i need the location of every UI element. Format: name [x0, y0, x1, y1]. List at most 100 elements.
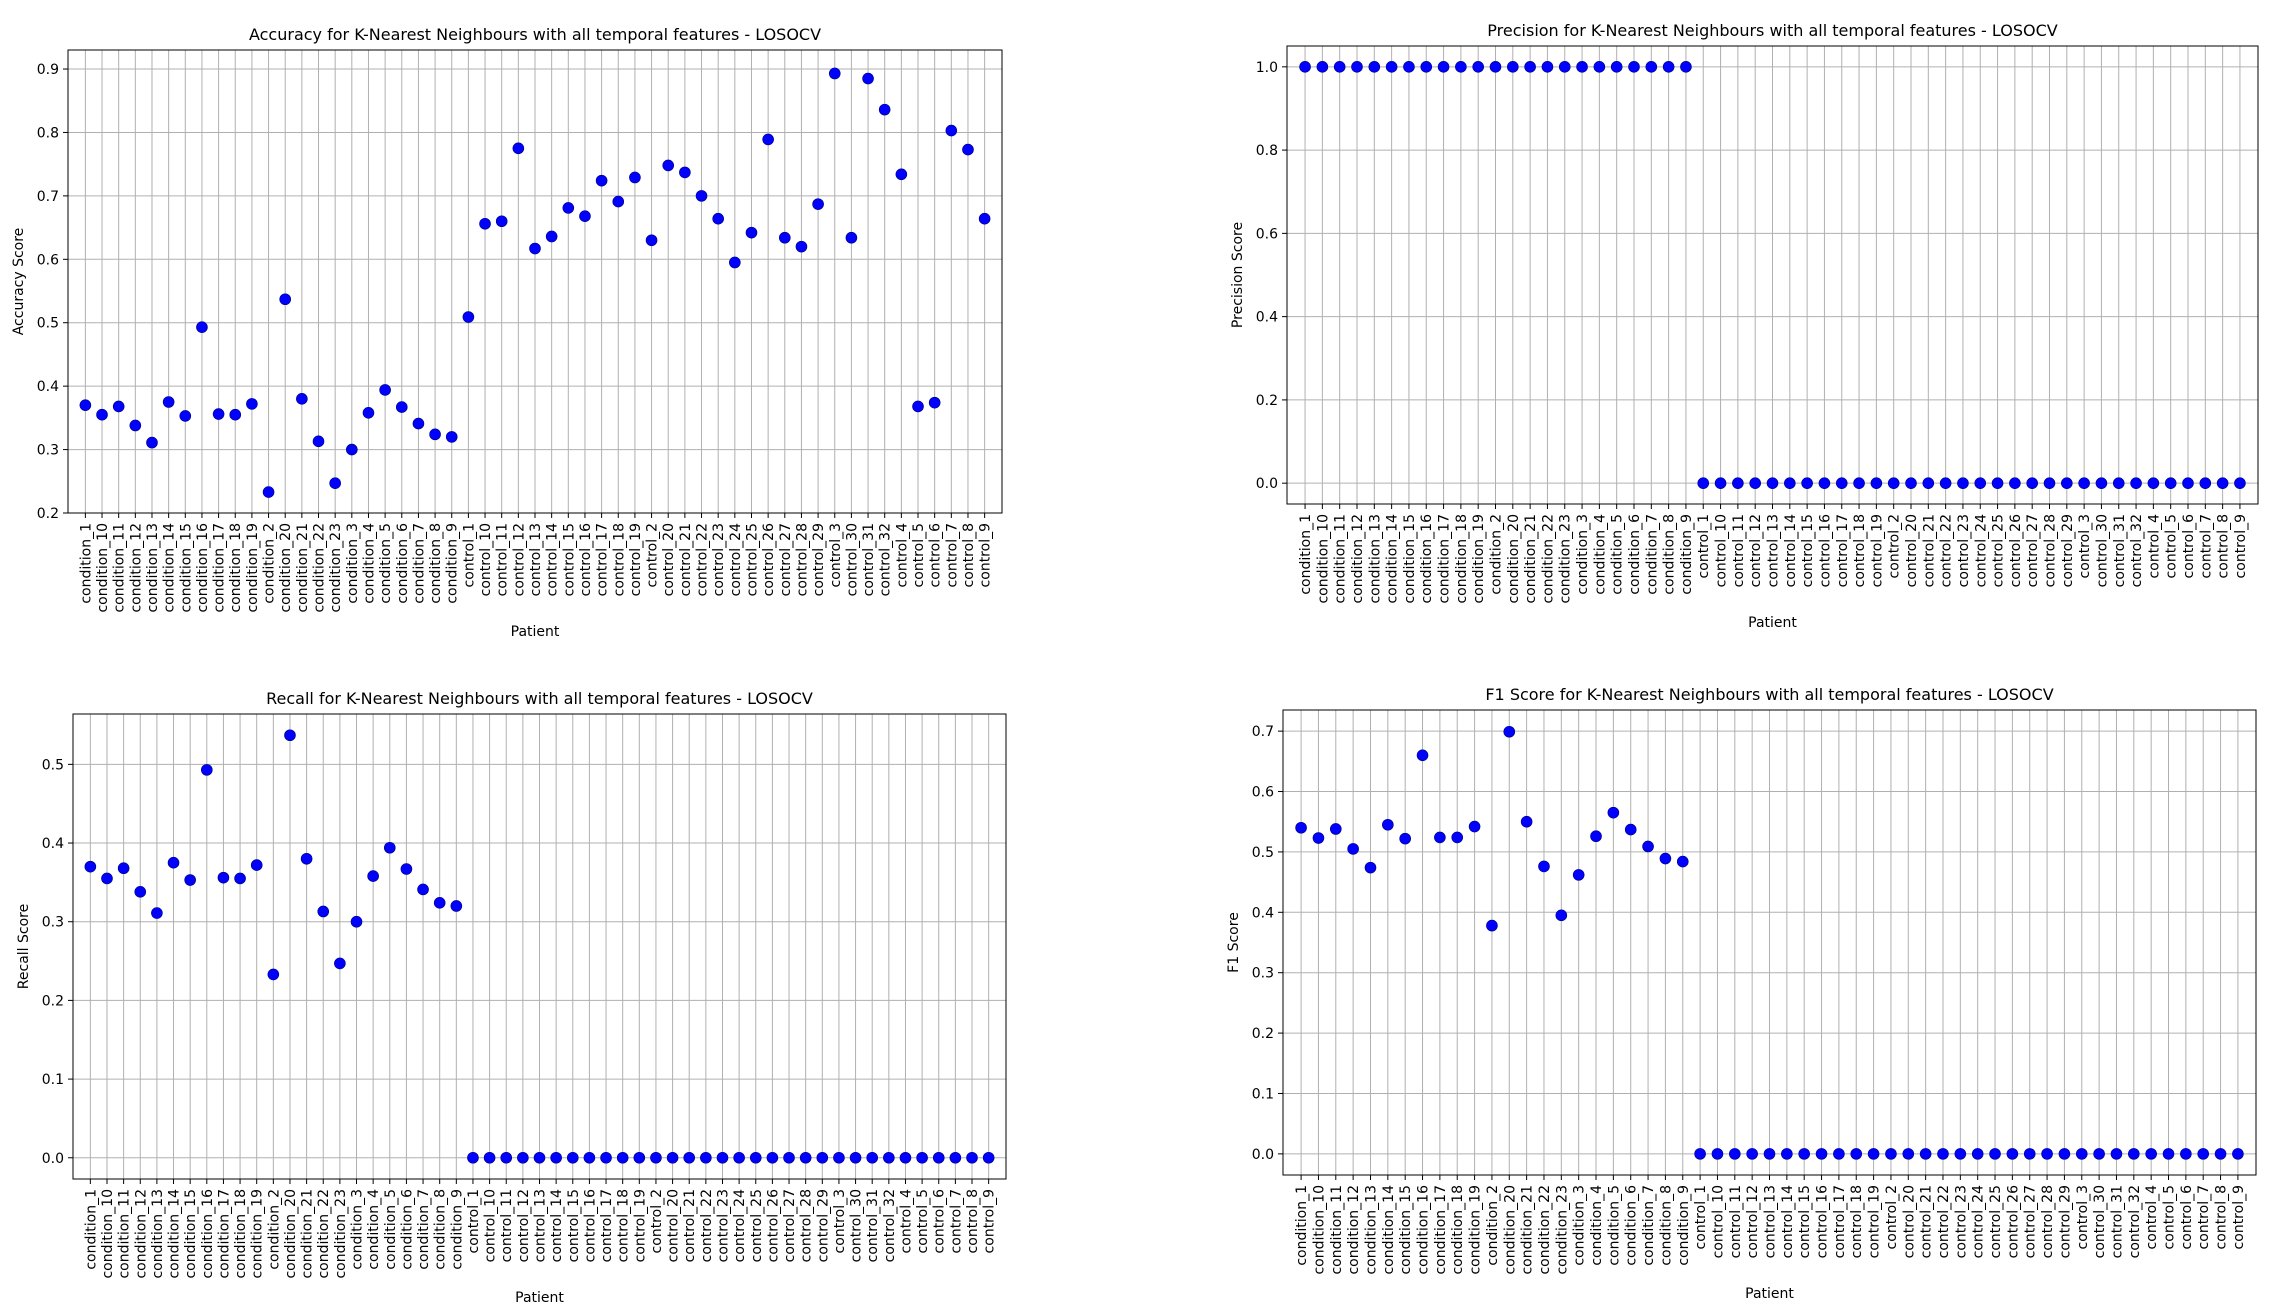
data-point — [1697, 477, 1710, 489]
x-tick-label: condition_9 — [1676, 1185, 1692, 1266]
x-tick-label: control_9 — [982, 1189, 998, 1253]
x-tick-label: condition_5 — [383, 1189, 399, 1270]
x-tick-label: control_20 — [1901, 1185, 1917, 1258]
data-point — [212, 408, 225, 420]
x-tick-label: control_9 — [2233, 514, 2249, 578]
data-point — [1416, 749, 1429, 762]
x-tick-label: condition_4 — [1589, 1185, 1605, 1266]
data-point — [1781, 1148, 1793, 1160]
x-tick-label: condition_2 — [1485, 1185, 1501, 1266]
data-point — [1937, 1148, 1949, 1160]
x-tick-label: control_28 — [2040, 1185, 2056, 1258]
x-tick-label: control_20 — [661, 523, 677, 596]
data-point — [662, 159, 675, 172]
data-point — [2023, 1148, 2036, 1160]
y-tick-label: 0.0 — [1252, 1147, 1274, 1163]
x-tick-label: control_17 — [1835, 514, 1851, 587]
data-point — [1850, 1148, 1863, 1160]
data-point — [966, 1151, 978, 1164]
x-tick-label: control_29 — [815, 1189, 831, 1262]
data-point — [1437, 61, 1450, 73]
x-tick-label: control_11 — [1728, 1185, 1744, 1258]
x-tick-label: condition_4 — [361, 523, 377, 604]
data-point — [1763, 1148, 1776, 1160]
x-tick-label: control_5 — [911, 523, 927, 587]
data-point — [167, 856, 180, 869]
data-point — [246, 398, 258, 410]
x-tick-label: control_27 — [778, 523, 794, 596]
y-tick-label: 0.1 — [1252, 1086, 1274, 1102]
x-tick-label: condition_23 — [1558, 514, 1574, 604]
data-point — [2078, 477, 2090, 489]
data-point — [300, 852, 313, 865]
x-tick-label: control_11 — [1731, 514, 1747, 587]
data-point — [2182, 477, 2194, 489]
data-point — [483, 1151, 496, 1164]
x-tick-label: condition_17 — [216, 1189, 232, 1279]
x-tick-label: condition_11 — [1329, 1185, 1345, 1275]
x-tick-label: control_4 — [898, 1189, 914, 1254]
data-point — [2112, 477, 2125, 489]
x-tick-label: control_26 — [765, 1189, 781, 1262]
x-tick-label: control_19 — [1867, 1185, 1883, 1258]
x-tick-label: condition_22 — [1540, 514, 1556, 604]
x-tick-label: control_24 — [1971, 1185, 1987, 1258]
x-tick-label: control_16 — [1815, 1185, 1831, 1258]
x-tick-label: control_13 — [528, 523, 544, 596]
x-tick-label: condition_10 — [95, 523, 111, 613]
x-tick-label: control_25 — [749, 1189, 765, 1262]
x-tick-label: control_26 — [2005, 1185, 2021, 1258]
x-tick-label: condition_13 — [150, 1189, 166, 1279]
x-tick-label: control_5 — [2162, 1185, 2178, 1249]
x-tick-label: condition_18 — [233, 1189, 249, 1279]
data-point — [2009, 477, 2021, 489]
data-point — [84, 860, 97, 873]
x-tick-label: condition_4 — [1592, 514, 1608, 595]
data-point — [184, 874, 196, 886]
data-point — [1538, 860, 1550, 873]
x-tick-label: condition_12 — [1346, 1185, 1362, 1275]
data-point — [117, 862, 130, 875]
data-point — [1714, 477, 1727, 489]
x-tick-label: condition_23 — [333, 1189, 349, 1279]
x-tick-label: control_6 — [928, 523, 944, 588]
x-axis-label: Patient — [511, 624, 560, 640]
y-tick-label: 0.4 — [1256, 310, 1278, 326]
x-tick-label: condition_18 — [228, 523, 244, 613]
x-tick-label: control_14 — [1783, 514, 1799, 587]
x-tick-label: condition_22 — [312, 523, 328, 613]
data-point — [866, 1151, 879, 1164]
x-tick-label: control_22 — [699, 1189, 715, 1262]
y-tick-label: 0.3 — [42, 915, 64, 931]
y-tick-label: 0.5 — [1252, 845, 1274, 861]
x-tick-label: control_17 — [595, 523, 611, 596]
x-tick-label: control_20 — [1904, 514, 1920, 587]
x-tick-label: control_14 — [1780, 1185, 1796, 1258]
data-point — [1555, 909, 1568, 922]
x-tick-label: control_7 — [2196, 1185, 2212, 1249]
data-point — [1524, 61, 1536, 73]
y-axis-label: Recall Score — [16, 904, 32, 989]
data-point — [1628, 61, 1640, 73]
x-tick-label: control_4 — [894, 523, 910, 588]
x-tick-label: condition_15 — [178, 523, 194, 613]
x-tick-label: control_21 — [1921, 514, 1937, 587]
x-tick-label: control_19 — [628, 523, 644, 596]
data-point — [912, 400, 924, 413]
x-tick-label: control_6 — [2179, 1185, 2195, 1250]
data-point — [2061, 477, 2073, 489]
x-tick-label: condition_11 — [112, 523, 128, 613]
x-tick-label: control_19 — [1869, 514, 1885, 587]
data-point — [200, 764, 213, 776]
x-tick-label: control_13 — [1766, 514, 1782, 587]
data-point — [799, 1151, 812, 1164]
data-point — [1835, 477, 1848, 489]
data-point — [1971, 1148, 1984, 1160]
data-point — [1299, 61, 1311, 73]
data-point — [229, 408, 242, 421]
data-point — [1351, 61, 1363, 73]
data-point — [517, 1151, 529, 1164]
data-point — [1885, 1148, 1897, 1160]
data-point — [1347, 843, 1359, 855]
data-point — [1711, 1148, 1724, 1160]
